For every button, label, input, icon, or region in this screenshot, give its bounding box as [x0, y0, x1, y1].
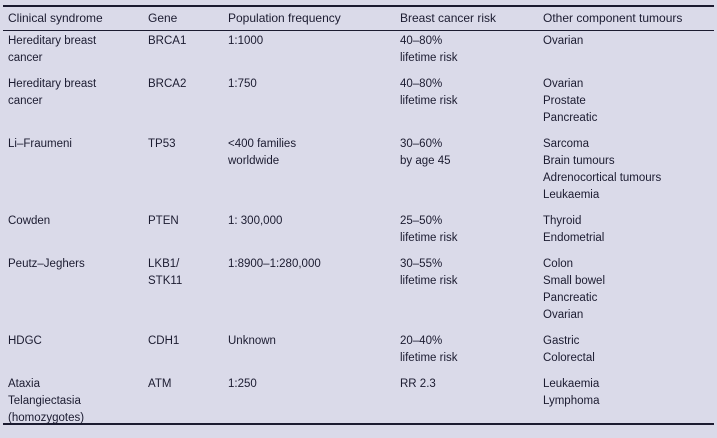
cell-other-component-tumours: Ovarian Prostate Pancreatic: [543, 78, 598, 124]
cell-clinical-syndrome: Peutz–Jeghers: [8, 258, 85, 270]
breast-cancer-syndromes-table: Clinical syndrome Gene Population freque…: [3, 7, 714, 424]
cell-other-component-tumours: Ovarian: [543, 35, 584, 47]
cell-population-frequency: <400 families worldwide: [228, 138, 297, 167]
column-header-gene: Gene: [148, 7, 228, 31]
cell-breast-cancer-risk: 20–40% lifetime risk: [400, 335, 458, 364]
cell-breast-cancer-risk: RR 2.3: [400, 378, 436, 390]
table-row: Hereditary breast cancer BRCA1 1:1000 40…: [3, 31, 714, 75]
cell-gene: ATM: [148, 378, 172, 390]
table-row: Cowden PTEN 1: 300,000 25–50% lifetime r…: [3, 211, 714, 254]
cell-clinical-syndrome: Ataxia Telangiectasia (homozygotes): [8, 378, 85, 424]
cell-gene: PTEN: [148, 215, 179, 227]
column-header-clinical-syndrome: Clinical syndrome: [3, 7, 148, 31]
cell-breast-cancer-risk: 30–55% lifetime risk: [400, 258, 458, 287]
column-header-population-frequency: Population frequency: [228, 7, 400, 31]
cell-breast-cancer-risk: 40–80% lifetime risk: [400, 78, 458, 107]
cell-gene: LKB1/ STK11: [148, 258, 183, 287]
header-row: Clinical syndrome Gene Population freque…: [3, 7, 714, 31]
cell-clinical-syndrome: HDGC: [8, 335, 42, 347]
cell-gene: TP53: [148, 138, 176, 150]
cell-clinical-syndrome: Li–Fraumeni: [8, 138, 72, 150]
table-row: Peutz–Jeghers LKB1/ STK11 1:8900–1:280,0…: [3, 254, 714, 331]
cell-breast-cancer-risk: 40–80% lifetime risk: [400, 35, 458, 64]
cell-other-component-tumours: Sarcoma Brain tumours Adrenocortical tum…: [543, 138, 662, 201]
cell-population-frequency: 1:750: [228, 78, 257, 90]
cell-clinical-syndrome: Hereditary breast cancer: [8, 78, 97, 107]
column-header-other-component-tumours: Other component tumours: [543, 7, 714, 31]
column-header-breast-cancer-risk: Breast cancer risk: [400, 7, 543, 31]
cell-other-component-tumours: Gastric Colorectal: [543, 335, 595, 364]
table-row: Li–Fraumeni TP53 <400 families worldwide…: [3, 134, 714, 211]
cell-breast-cancer-risk: 25–50% lifetime risk: [400, 215, 458, 244]
table-frame: Clinical syndrome Gene Population freque…: [3, 5, 714, 425]
cell-other-component-tumours: Colon Small bowel Pancreatic Ovarian: [543, 258, 605, 321]
cell-gene: CDH1: [148, 335, 180, 347]
cell-population-frequency: 1: 300,000: [228, 215, 283, 227]
cell-clinical-syndrome: Hereditary breast cancer: [8, 35, 97, 64]
table-row: Ataxia Telangiectasia (homozygotes) ATM …: [3, 374, 714, 424]
cell-clinical-syndrome: Cowden: [8, 215, 51, 227]
cell-population-frequency: 1:250: [228, 378, 257, 390]
cell-gene: BRCA2: [148, 78, 187, 90]
cell-population-frequency: Unknown: [228, 335, 276, 347]
cell-breast-cancer-risk: 30–60% by age 45: [400, 138, 451, 167]
cell-other-component-tumours: Leukaemia Lymphoma: [543, 378, 600, 407]
cell-population-frequency: 1:1000: [228, 35, 264, 47]
cell-other-component-tumours: Thyroid Endometrial: [543, 215, 605, 244]
table-row: HDGC CDH1 Unknown 20–40% lifetime risk G…: [3, 331, 714, 374]
cell-gene: BRCA1: [148, 35, 187, 47]
table-row: Hereditary breast cancer BRCA2 1:750 40–…: [3, 74, 714, 134]
cell-population-frequency: 1:8900–1:280,000: [228, 258, 321, 270]
